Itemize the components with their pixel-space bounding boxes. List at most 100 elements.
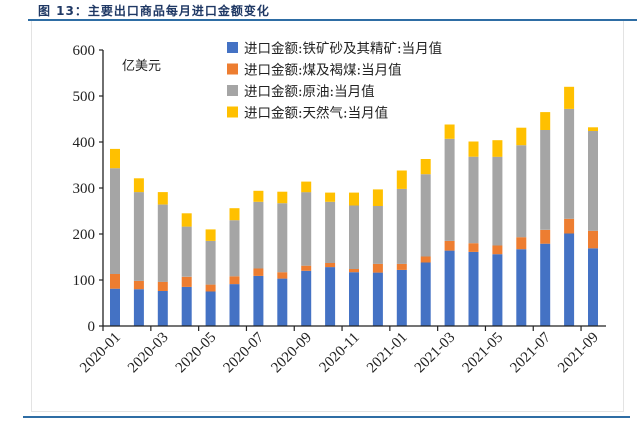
bar-segment-s2-2020-01 bbox=[110, 168, 120, 274]
bar-segment-s1-2021-05 bbox=[492, 245, 503, 255]
bar-segment-s0-2020-11 bbox=[349, 272, 359, 326]
y-tick-label: 600 bbox=[73, 43, 96, 59]
bar-segment-s3-2020-08 bbox=[277, 191, 288, 204]
bar-segment-s1-2021-02 bbox=[420, 256, 431, 263]
bar-segment-s3-2020-02 bbox=[133, 178, 144, 193]
bar-segment-s3-2020-05 bbox=[205, 229, 216, 241]
bar-segment-s1-2020-06 bbox=[229, 276, 240, 285]
x-tick-label: 2021-05 bbox=[460, 330, 507, 377]
bar-segment-s0-2021-04 bbox=[468, 251, 479, 326]
bar-segment-s2-2021-06 bbox=[516, 145, 527, 238]
bar-segment-s0-2021-09 bbox=[588, 248, 598, 326]
bar-segment-s2-2020-04 bbox=[181, 226, 192, 277]
bar-segment-s0-2020-09 bbox=[301, 270, 312, 326]
x-tick-label: 2020-03 bbox=[125, 330, 172, 377]
bar-segment-s1-2020-07 bbox=[253, 268, 264, 276]
bar-segment-s3-2020-03 bbox=[157, 192, 168, 205]
bottom-rule bbox=[23, 416, 630, 418]
x-tick-label: 2020-07 bbox=[221, 329, 268, 376]
y-tick-label: 400 bbox=[73, 135, 96, 151]
bar-segment-s1-2021-04 bbox=[468, 243, 479, 252]
bar-segment-s2-2021-07 bbox=[540, 130, 551, 230]
unit-label: 亿美元 bbox=[122, 59, 161, 74]
bar-segment-s2-2021-09 bbox=[588, 131, 598, 231]
bar-segment-s3-2021-08 bbox=[564, 86, 575, 109]
bar-segment-s3-2021-05 bbox=[492, 140, 503, 157]
bar-segment-s2-2020-03 bbox=[157, 204, 168, 282]
bar-segment-s2-2021-01 bbox=[396, 188, 407, 264]
bar-segment-s2-2021-03 bbox=[444, 138, 455, 241]
bar-segment-s2-2020-12 bbox=[372, 205, 383, 264]
bar-segment-s3-2020-04 bbox=[181, 213, 192, 227]
bar-segment-s1-2021-06 bbox=[516, 237, 527, 250]
bar-segment-s3-2021-07 bbox=[540, 112, 551, 130]
bar-segment-s0-2020-05 bbox=[205, 291, 216, 326]
bars-layer bbox=[110, 86, 598, 326]
x-tick-label: 2020-05 bbox=[173, 330, 220, 377]
legend-label: 进口金额:煤及褐煤:当月值 bbox=[244, 63, 402, 79]
bar-segment-s1-2021-07 bbox=[540, 229, 551, 244]
bar-segment-s1-2020-12 bbox=[372, 263, 383, 273]
bar-segment-s3-2020-11 bbox=[349, 192, 359, 206]
bar-segment-s0-2020-06 bbox=[229, 284, 240, 326]
bar-segment-s1-2020-10 bbox=[325, 263, 336, 268]
bar-segment-s0-2021-02 bbox=[420, 262, 431, 326]
x-tick-label: 2020-09 bbox=[268, 330, 315, 377]
bar-segment-s2-2020-11 bbox=[349, 205, 359, 269]
bar-segment-s1-2021-08 bbox=[564, 218, 575, 234]
bar-segment-s0-2020-03 bbox=[157, 291, 168, 326]
legend-swatch bbox=[227, 42, 238, 53]
bar-segment-s1-2021-09 bbox=[588, 230, 598, 249]
y-tick-label: 300 bbox=[73, 181, 96, 197]
bar-segment-s0-2020-12 bbox=[372, 272, 383, 326]
bar-segment-s1-2020-08 bbox=[277, 272, 288, 279]
top-rule bbox=[28, 19, 637, 21]
bar-segment-s2-2021-04 bbox=[468, 156, 479, 244]
bar-segment-s1-2020-09 bbox=[301, 265, 312, 271]
bar-segment-s0-2020-02 bbox=[133, 289, 144, 326]
x-tick-label: 2021-07 bbox=[507, 329, 554, 376]
bar-segment-s2-2020-07 bbox=[253, 201, 264, 269]
bar-segment-s2-2020-10 bbox=[325, 201, 336, 263]
bar-segment-s2-2020-02 bbox=[133, 192, 144, 281]
bar-segment-s3-2020-07 bbox=[253, 190, 264, 202]
x-tick-label: 2021-01 bbox=[364, 330, 411, 377]
bar-segment-s0-2021-07 bbox=[540, 243, 551, 326]
legend-swatch bbox=[227, 106, 238, 118]
legend-swatch bbox=[227, 63, 238, 75]
bar-segment-s0-2021-03 bbox=[444, 250, 455, 326]
y-tick-label: 100 bbox=[73, 273, 96, 289]
bar-segment-s3-2021-09 bbox=[588, 127, 598, 131]
chart-frame bbox=[31, 21, 624, 412]
bar-segment-s3-2020-01 bbox=[110, 148, 120, 169]
bar-segment-s2-2020-05 bbox=[205, 240, 216, 285]
figure-title: 图 13：主要出口商品每月进口金额变化 bbox=[38, 4, 270, 18]
y-tick-label: 0 bbox=[88, 319, 96, 335]
legend-label: 进口金额:原油:当月值 bbox=[244, 84, 375, 100]
bar-segment-s0-2020-07 bbox=[253, 275, 264, 326]
bar-segment-s1-2021-03 bbox=[444, 240, 455, 251]
bar-segment-s1-2020-01 bbox=[110, 274, 120, 289]
bar-segment-s3-2020-06 bbox=[229, 208, 240, 221]
bar-segment-s2-2021-08 bbox=[564, 108, 575, 219]
legend: 进口金额:铁矿砂及其精矿:当月值进口金额:煤及褐煤:当月值进口金额:原油:当月值… bbox=[227, 41, 442, 122]
bar-segment-s0-2020-10 bbox=[325, 267, 336, 326]
bar-segment-s3-2021-03 bbox=[444, 124, 455, 139]
bar-segment-s0-2021-08 bbox=[564, 233, 575, 326]
bar-segment-s3-2020-12 bbox=[372, 189, 383, 206]
bar-segment-s1-2020-02 bbox=[133, 280, 144, 290]
bar-segment-s3-2020-10 bbox=[325, 192, 336, 202]
x-tick-label: 2020-01 bbox=[77, 330, 124, 377]
bar-segment-s0-2021-06 bbox=[516, 249, 527, 326]
bar-segment-s0-2021-01 bbox=[396, 269, 407, 326]
bar-segment-s0-2020-08 bbox=[277, 278, 288, 326]
bar-segment-s3-2020-09 bbox=[301, 181, 312, 193]
bar-segment-s1-2021-01 bbox=[396, 263, 407, 270]
bar-segment-s2-2020-09 bbox=[301, 192, 312, 266]
x-tick-label: 2021-09 bbox=[555, 330, 602, 377]
bar-segment-s0-2020-01 bbox=[110, 288, 120, 326]
bar-segment-s3-2021-02 bbox=[420, 159, 431, 175]
bar-segment-s1-2020-05 bbox=[205, 284, 216, 292]
bar-segment-s2-2020-06 bbox=[229, 220, 240, 277]
